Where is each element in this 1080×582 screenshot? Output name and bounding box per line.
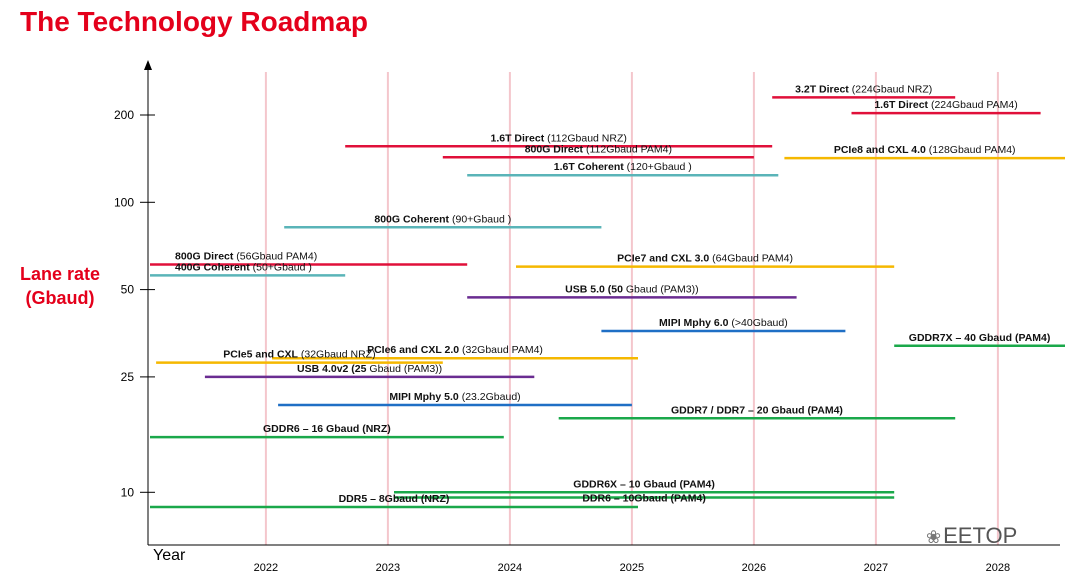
x-tick-label: 2027	[864, 562, 888, 574]
y-tick-label: 25	[121, 370, 135, 384]
roadmap-bar-label: 3.2T Direct (224Gbaud NRZ)	[795, 83, 932, 95]
roadmap-bar-label: MIPI Mphy 6.0 (>40Gbaud)	[659, 317, 788, 329]
x-tick-label: 2024	[498, 562, 522, 574]
chart-axes: Year	[144, 60, 1060, 564]
x-tick-label: 2023	[376, 562, 400, 574]
y-axis-label-line1: Lane rate	[19, 264, 101, 284]
y-tick-label: 10	[121, 485, 135, 499]
x-ticks: 2022 2023 2024 2025 2026 2027 2028	[254, 562, 1010, 574]
roadmap-bar-label: USB 4.0v2 (25 Gbaud (PAM3))	[297, 363, 442, 375]
y-axis-arrow-icon	[144, 60, 152, 70]
roadmap-bar-label: DDR5 – 8Gbaud (NRZ)	[339, 493, 450, 505]
roadmap-bar-label: PCIe7 and CXL 3.0 (64Gbaud PAM4)	[617, 253, 793, 265]
x-axis-label: Year	[153, 547, 186, 564]
watermark: ❀EETOP	[926, 523, 1017, 549]
roadmap-bar-label: 800G Coherent (90+Gbaud )	[374, 213, 511, 225]
roadmap-bar-label: 800G Direct (56Gbaud PAM4)	[175, 251, 317, 263]
y-tick-label: 100	[114, 195, 134, 209]
roadmap-bars: 3.2T Direct (224Gbaud NRZ) 1.6T Direct (2…	[150, 83, 1065, 509]
x-tick-label: 2026	[742, 562, 766, 574]
roadmap-bar-label: 800G Direct (112Gbaud PAM4)	[525, 143, 672, 155]
roadmap-bar-label: GDDR7X – 40 Gbaud (PAM4)	[909, 332, 1051, 344]
roadmap-bar-label: GDDR7 / DDR7 – 20 Gbaud (PAM4)	[671, 404, 843, 416]
x-tick-label: 2028	[986, 562, 1010, 574]
year-gridlines	[264, 72, 999, 545]
roadmap-bar-label: MIPI Mphy 5.0 (23.2Gbaud)	[389, 391, 520, 403]
wechat-icon: ❀	[926, 527, 942, 547]
roadmap-bar-label: 1.6T Direct (224Gbaud PAM4)	[874, 99, 1017, 111]
y-axis-label: Lane rate (Gbaud)	[10, 262, 110, 310]
roadmap-bar-label: PCIe5 and CXL (32Gbaud NRZ)	[223, 349, 375, 361]
x-tick-label: 2022	[254, 562, 278, 574]
roadmap-bar-label: DDR6 – 10Gbaud (PAM4)	[582, 492, 706, 504]
roadmap-bar-label: 400G Coherent (50+Gbaud )	[175, 261, 312, 273]
roadmap-bar-label: 1.6T Coherent (120+Gbaud )	[554, 161, 692, 173]
watermark-text: EETOP	[943, 523, 1018, 548]
roadmap-bar-label: PCIe6 and CXL 2.0 (32Gbaud PAM4)	[367, 344, 543, 356]
y-tick-label: 200	[114, 108, 134, 122]
y-tick-label: 50	[121, 283, 135, 297]
page-title: The Technology Roadmap	[20, 6, 368, 37]
x-tick-label: 2025	[620, 562, 644, 574]
roadmap-bar-label: USB 5.0 (50 Gbaud (PAM3))	[565, 283, 698, 295]
y-axis-label-line2: (Gbaud)	[25, 288, 95, 308]
roadmap-bar-label: GDDR6 – 16 Gbaud (NRZ)	[263, 423, 391, 435]
roadmap-bar-label: 1.6T Direct (112Gbaud NRZ)	[491, 132, 627, 144]
roadmap-bar-label: PCIe8 and CXL 4.0 (128Gbaud PAM4)	[834, 144, 1016, 156]
y-ticks: 10 25 50 100 200	[114, 108, 155, 499]
roadmap-bar-label: GDDR6X – 10 Gbaud (PAM4)	[573, 478, 715, 490]
